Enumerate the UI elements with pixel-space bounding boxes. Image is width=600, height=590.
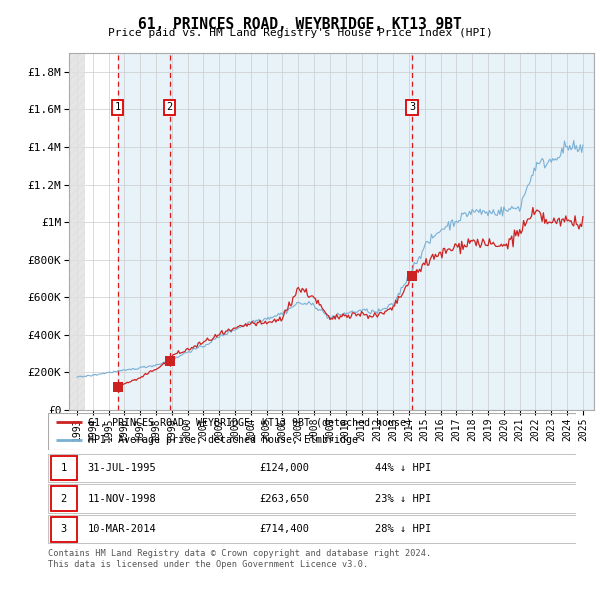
Text: 3: 3	[61, 525, 67, 534]
Text: 61, PRINCES ROAD, WEYBRIDGE, KT13 9BT (detached house): 61, PRINCES ROAD, WEYBRIDGE, KT13 9BT (d…	[88, 417, 412, 427]
Bar	[412, 53, 594, 410]
Text: £714,400: £714,400	[259, 525, 309, 534]
Text: HPI: Average price, detached house, Elmbridge: HPI: Average price, detached house, Elmb…	[88, 435, 358, 445]
Text: 2: 2	[61, 494, 67, 503]
Text: 1: 1	[61, 463, 67, 473]
Bar	[170, 53, 412, 410]
Text: 23% ↓ HPI: 23% ↓ HPI	[376, 494, 431, 503]
Text: £263,650: £263,650	[259, 494, 309, 503]
Bar	[50, 486, 77, 511]
Bar	[69, 53, 85, 410]
Bar	[50, 517, 77, 542]
Text: 2: 2	[167, 103, 173, 112]
Bar	[50, 455, 77, 480]
Text: 31-JUL-1995: 31-JUL-1995	[88, 463, 157, 473]
Text: 44% ↓ HPI: 44% ↓ HPI	[376, 463, 431, 473]
Text: 11-NOV-1998: 11-NOV-1998	[88, 494, 157, 503]
Text: 28% ↓ HPI: 28% ↓ HPI	[376, 525, 431, 534]
Text: £124,000: £124,000	[259, 463, 309, 473]
Text: Price paid vs. HM Land Registry's House Price Index (HPI): Price paid vs. HM Land Registry's House …	[107, 28, 493, 38]
Text: Contains HM Land Registry data © Crown copyright and database right 2024.
This d: Contains HM Land Registry data © Crown c…	[48, 549, 431, 569]
Text: 61, PRINCES ROAD, WEYBRIDGE, KT13 9BT: 61, PRINCES ROAD, WEYBRIDGE, KT13 9BT	[138, 17, 462, 31]
Text: 1: 1	[115, 103, 121, 112]
Text: 3: 3	[409, 103, 415, 112]
Text: 10-MAR-2014: 10-MAR-2014	[88, 525, 157, 534]
Bar	[118, 53, 170, 410]
